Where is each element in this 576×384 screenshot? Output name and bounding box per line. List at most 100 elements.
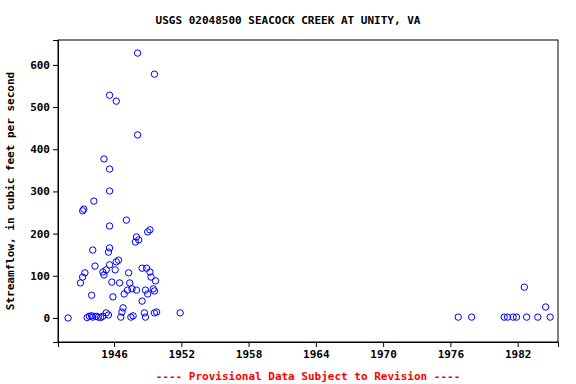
data-point (106, 166, 112, 172)
annotation: ---- Provisional Data Subject to Revisio… (156, 370, 461, 383)
data-point (139, 298, 145, 304)
x-tick-label: 1946 (101, 348, 128, 361)
x-tick: 1982 (505, 342, 532, 361)
data-point (119, 309, 125, 315)
y-tick-label: 0 (43, 312, 50, 325)
data-point (116, 280, 122, 286)
data-point (106, 245, 112, 251)
data-point (112, 267, 118, 273)
y-tick: 300 (30, 185, 58, 198)
y-tick: 100 (30, 270, 58, 283)
y-tick: 0 (43, 312, 58, 325)
data-point (142, 314, 148, 320)
y-tick: 200 (30, 228, 58, 241)
data-point (110, 294, 116, 300)
data-point (455, 314, 461, 320)
data-point (105, 312, 111, 318)
data-point (535, 314, 541, 320)
y-tick-label: 400 (30, 143, 50, 156)
data-point (177, 310, 183, 316)
data-point (113, 98, 119, 104)
y-tick-mark (53, 107, 58, 108)
data-point (133, 287, 139, 293)
x-tick-mark (450, 342, 451, 347)
y-tick: 400 (30, 143, 58, 156)
data-point (542, 304, 548, 310)
data-point (120, 305, 126, 311)
y-tick-mark (53, 149, 58, 150)
x-tick-label: 1964 (303, 348, 330, 361)
data-point (513, 314, 519, 320)
x-tick-label: 1976 (438, 348, 465, 361)
chart: 1946 1952 1958 1964 1970 1976 1982 0 100 200 300 40… (0, 0, 576, 384)
y-tick-mark (53, 234, 58, 235)
data-point (106, 223, 112, 229)
y-axis-line (53, 41, 59, 343)
x-tick: 1976 (438, 342, 465, 361)
x-tick-mark (114, 342, 115, 347)
x-tick: 1970 (370, 342, 397, 361)
data-point (105, 249, 111, 255)
y-tick-label: 100 (30, 270, 50, 283)
data-point (81, 206, 87, 212)
data-point (521, 284, 527, 290)
x-tick-mark (383, 342, 384, 347)
y-tick: 500 (30, 101, 58, 114)
data-point (144, 291, 150, 297)
data-point (153, 309, 159, 315)
y-tick-mark (53, 191, 58, 192)
data-point (90, 247, 96, 253)
data-point (134, 50, 140, 56)
data-point (136, 237, 142, 243)
data-point (91, 198, 97, 204)
y-tick-label: 500 (30, 101, 50, 114)
data-point (101, 156, 107, 162)
x-tick-mark (518, 342, 519, 347)
x-axis-line (59, 343, 559, 348)
data-point (468, 314, 474, 320)
data-point (147, 227, 153, 233)
data-point (106, 188, 112, 194)
x-tick: 1946 (101, 342, 128, 361)
y-tick-mark (53, 276, 58, 277)
x-tick-mark (249, 342, 250, 347)
points (65, 50, 553, 321)
data-point (523, 314, 529, 320)
data-point (151, 288, 157, 294)
data-point (65, 315, 71, 321)
y-axis-title: Streamflow, in cubic feet per second (4, 72, 17, 310)
data-point (143, 265, 149, 271)
data-point (130, 313, 136, 319)
data-point (125, 270, 131, 276)
y-tick-label: 200 (30, 228, 50, 241)
data-point (121, 291, 127, 297)
y-tick-label: 300 (30, 185, 50, 198)
y-tick: 600 (30, 59, 58, 72)
data-point (124, 287, 130, 293)
x-tick-label: 1952 (169, 348, 196, 361)
data-point (88, 292, 94, 298)
data-point (106, 262, 112, 268)
title: USGS 02048500 SEACOCK CREEK AT UNITY, VA (156, 14, 421, 27)
y-tick-mark (53, 65, 58, 66)
x-tick: 1964 (303, 342, 330, 361)
data-point (151, 71, 157, 77)
data-point (82, 270, 88, 276)
data-point (547, 314, 553, 320)
data-point (123, 217, 129, 223)
y-tick-mark (53, 318, 58, 319)
data-point (101, 272, 107, 278)
data-point (141, 310, 147, 316)
data-point (152, 278, 158, 284)
plot-frame (58, 40, 558, 342)
data-point (115, 257, 121, 263)
y-tick-label: 600 (30, 59, 50, 72)
x-tick-label: 1958 (236, 348, 262, 361)
x-tick-label: 1982 (505, 348, 532, 361)
data-point (106, 92, 112, 98)
x-tick: 1952 (169, 342, 196, 361)
x-tick-label: 1970 (370, 348, 397, 361)
y-axis: 0 100 200 300 400 500 600 (30, 41, 58, 343)
x-axis: 1946 1952 1958 1964 1970 1976 1982 (59, 342, 559, 361)
data-point (109, 279, 115, 285)
